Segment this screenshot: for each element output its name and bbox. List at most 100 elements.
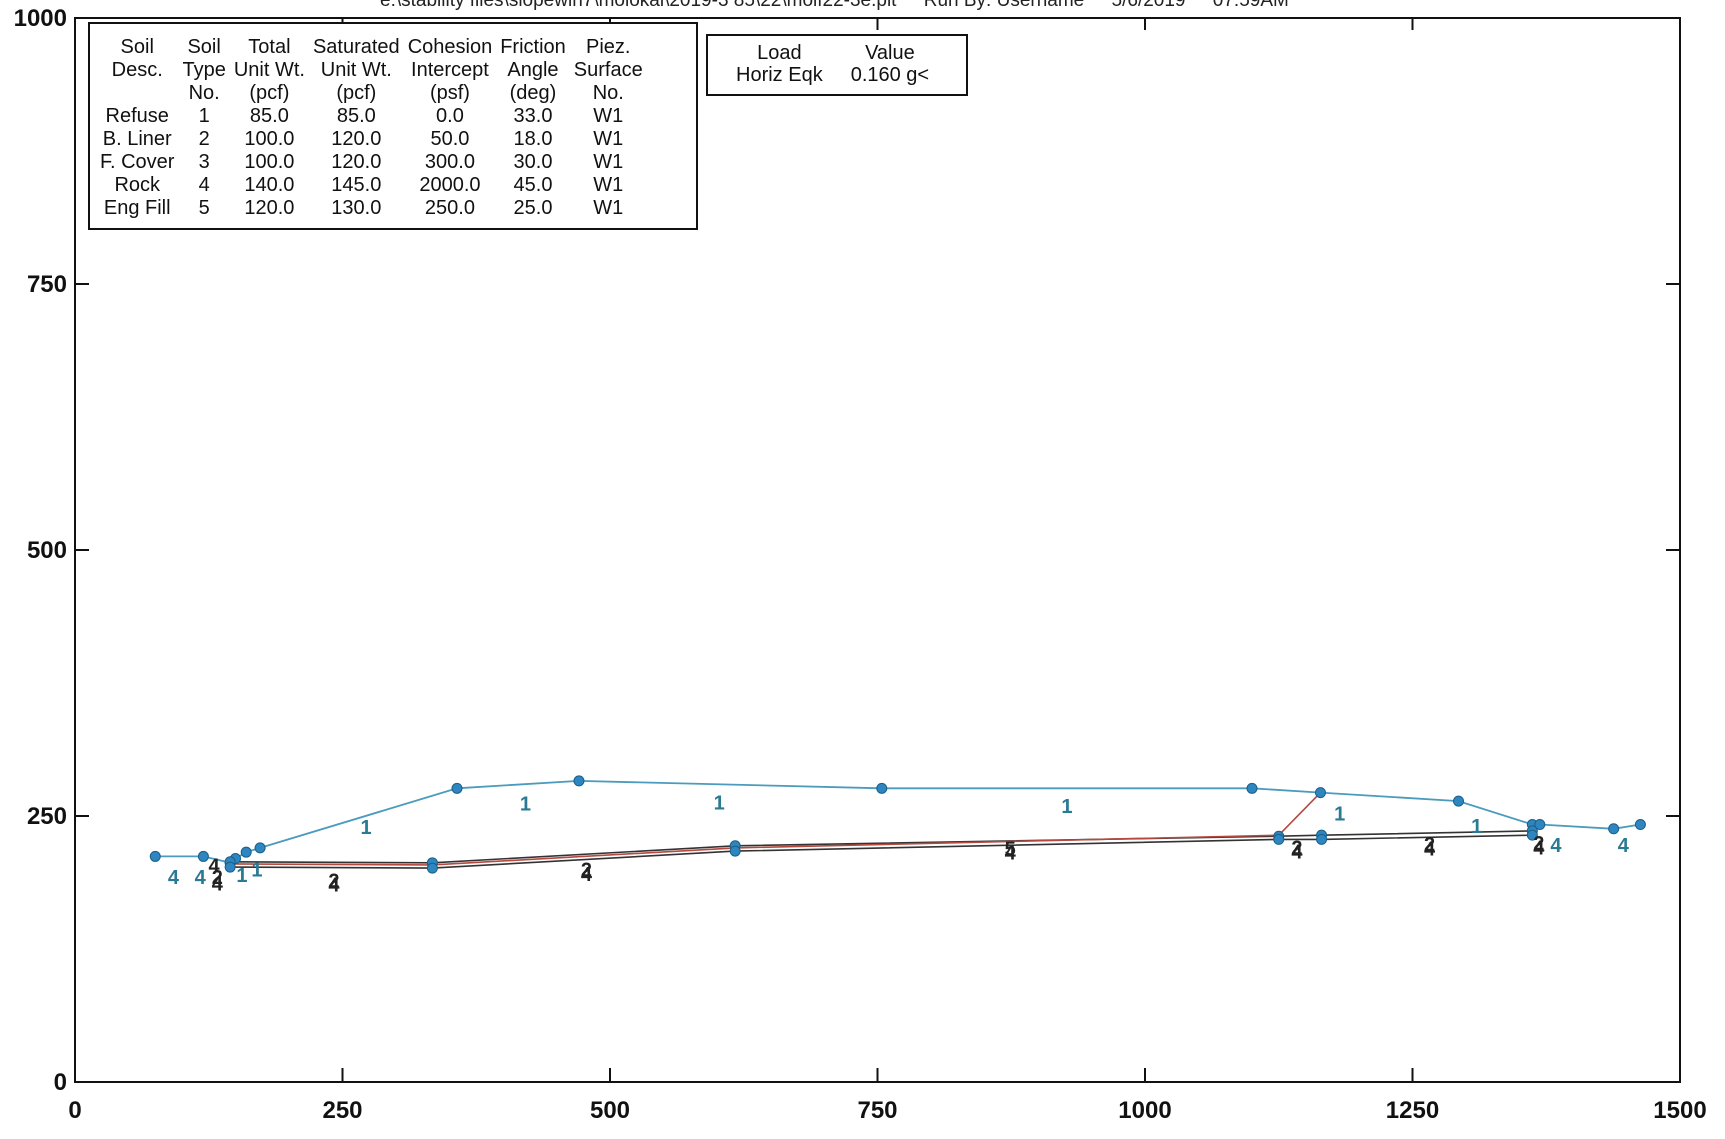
liner-bottom-point: [1526, 829, 1538, 841]
soil-label: 2: [328, 870, 339, 892]
table-cell: 85.0: [249, 105, 289, 127]
soil-label: 1: [1471, 816, 1482, 838]
table-cell: Rock: [114, 174, 161, 196]
load-header: Load: [757, 42, 802, 64]
table-cell: 250.0: [424, 197, 475, 219]
soil-label: 4: [1424, 838, 1436, 860]
plot-points: [149, 775, 1646, 874]
x-tick-label: 0: [68, 1097, 81, 1124]
run-date: 5/6/2019: [1111, 0, 1186, 11]
load-table: Load Value Horiz Eqk 0.160 g<: [706, 34, 968, 96]
liner-bottom-point: [1273, 833, 1285, 845]
col-total-unit-wt: Total Unit Wt. (pcf): [233, 36, 305, 104]
table-cell: 18.0: [513, 128, 553, 150]
table-row: Refuse 1 85.0 85.0 0.0 33.0 W1: [96, 105, 647, 128]
col-saturated-unit-wt: Saturated Unit Wt. (pcf): [312, 36, 400, 104]
plot-series: [155, 779, 1641, 869]
liner-bottom-point: [1316, 833, 1328, 845]
ground-surface-point: [254, 842, 266, 854]
failure-surface-line: [230, 792, 1322, 866]
col-piez-surface: Piez. Surface No.: [573, 36, 643, 104]
col-friction-angle: Friction Angle (deg): [500, 36, 566, 104]
soil-label: 1: [520, 794, 531, 816]
table-row: Horiz Eqk 0.160 g<: [722, 64, 943, 86]
table-cell: W1: [593, 151, 624, 173]
table-cell: 30.0: [513, 151, 553, 173]
soil-label: 4: [1291, 842, 1303, 864]
soil-label: 1: [1061, 796, 1072, 818]
ground-surface-point: [1634, 819, 1646, 831]
soil-label: 5: [1005, 838, 1016, 860]
soil-label: 1: [251, 860, 262, 882]
x-tick-label: 250: [322, 1097, 362, 1124]
table-cell: W1: [593, 105, 624, 127]
table-cell: 3: [198, 151, 210, 173]
ground-surface-point: [1453, 795, 1465, 807]
table-cell: F. Cover: [100, 151, 175, 173]
table-cell: 45.0: [513, 174, 553, 196]
soil-label: 4: [328, 875, 340, 897]
soil-label: 1: [360, 817, 371, 839]
table-cell: W1: [593, 174, 624, 196]
ground-surface-point: [1608, 823, 1620, 835]
table-cell: 2000.0: [419, 174, 481, 196]
ground-surface-point: [1246, 782, 1258, 794]
ground-surface-point: [197, 850, 209, 862]
table-row: F. Cover 3 100.0 120.0 300.0 30.0 W1: [96, 151, 647, 174]
table-cell: 33.0: [513, 105, 553, 127]
soil-label: 1: [236, 865, 247, 887]
soil-label: 4: [212, 873, 224, 895]
soil-label: 2: [581, 860, 592, 882]
soil-label: 4: [209, 855, 221, 877]
soil-label: 4: [195, 867, 207, 889]
liner-bottom-point: [224, 861, 236, 873]
table-cell: 0.0: [436, 105, 464, 127]
ground-surface-point: [1314, 787, 1326, 799]
table-cell: Refuse: [105, 105, 169, 127]
table-cell: 5: [198, 197, 210, 219]
x-tick-label: 1250: [1386, 1097, 1439, 1124]
table-row: Eng Fill 5 120.0 130.0 250.0 25.0 W1: [96, 197, 647, 220]
table-cell: 120.0: [331, 151, 382, 173]
table-cell: W1: [593, 128, 624, 150]
soil-label: 4: [1550, 835, 1562, 857]
soil-label: 4: [1533, 837, 1545, 859]
table-row: B. Liner 2 100.0 120.0 50.0 18.0 W1: [96, 128, 647, 151]
table-cell: 50.0: [430, 128, 470, 150]
value-header: Value: [865, 42, 915, 64]
y-tick-label: 0: [54, 1069, 67, 1096]
table-cell: 300.0: [424, 151, 475, 173]
load-name: Horiz Eqk: [736, 64, 823, 86]
file-path: e:\stability files\slopewin7\molokai\201…: [380, 0, 897, 11]
liner-bottom-point: [729, 845, 741, 857]
table-cell: 145.0: [331, 174, 382, 196]
col-soil-type: Soil Type No.: [182, 36, 226, 104]
col-soil-desc: Soil Desc.: [111, 36, 163, 81]
load-value: 0.160 g<: [850, 64, 930, 86]
soil-label: 4: [581, 864, 593, 886]
soil-label: 1: [714, 793, 725, 815]
x-tick-label: 750: [857, 1097, 897, 1124]
soil-properties-table: Soil Desc. Soil Type No. Total Unit Wt. …: [88, 22, 698, 230]
y-tick-label: 1000: [14, 5, 67, 32]
run-time: 07:59AM: [1212, 0, 1289, 11]
table-cell: 140.0: [244, 174, 295, 196]
soil-label: 1: [1334, 803, 1345, 825]
soil-label: 4: [1005, 843, 1017, 865]
table-cell: 2: [198, 128, 210, 150]
soil-label: 2: [1424, 834, 1435, 856]
table-cell: 4: [198, 174, 210, 196]
table-cell: 130.0: [331, 197, 382, 219]
liner-bottom-line: [230, 834, 1533, 869]
ground-surface-point: [149, 850, 161, 862]
ground-surface-point: [573, 775, 585, 787]
ground-surface-point: [876, 782, 888, 794]
table-cell: 120.0: [244, 197, 295, 219]
x-tick-label: 500: [590, 1097, 630, 1124]
liner-bottom-point: [426, 862, 438, 874]
soil-label: 4: [1618, 835, 1630, 857]
col-cohesion: Cohesion Intercept (psf): [407, 36, 493, 104]
x-tick-label: 1000: [1118, 1097, 1171, 1124]
